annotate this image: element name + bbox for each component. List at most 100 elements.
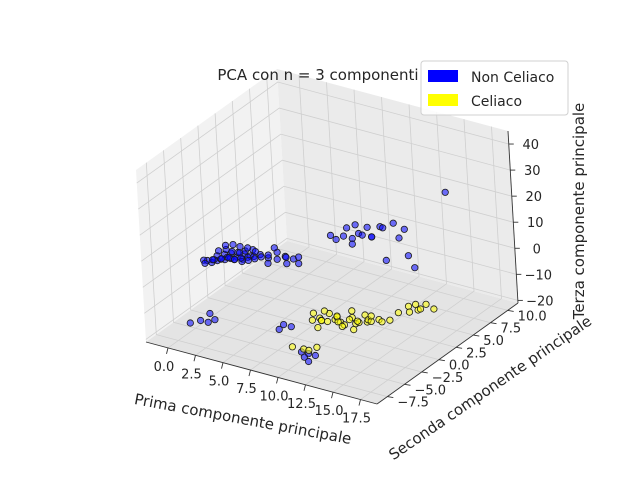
x-tick-mark-1 (193, 355, 196, 362)
x-tick-mark-0 (166, 347, 169, 355)
point-non-celiaco-33 (251, 255, 259, 263)
grid-z-1 (144, 211, 517, 314)
x-tick-label-0: 0.0 (154, 360, 175, 375)
grid-z-2 (142, 185, 515, 288)
point-celiaco-2 (323, 317, 332, 326)
point-non-celiaco-80 (279, 320, 288, 329)
y-tick-label-5: 5.0 (483, 334, 504, 349)
point-non-celiaco-43 (273, 255, 281, 263)
point-celiaco-26 (367, 312, 375, 320)
z-tick-label-5: 30 (524, 164, 541, 179)
legend-swatch-non-celiaco (428, 70, 458, 82)
grid-z-0 (145, 237, 518, 340)
point-celiaco-35 (416, 305, 425, 313)
grid-y-4 (214, 113, 457, 348)
point-non-celiaco-64 (348, 240, 356, 248)
point-non-celiaco-60 (351, 221, 359, 229)
point-non-celiaco-52 (295, 259, 303, 268)
point-celiaco-37 (430, 305, 438, 313)
z-tick-label-4: 20 (526, 190, 543, 205)
point-non-celiaco-69 (400, 225, 408, 233)
x-tick-mark-6 (331, 392, 334, 399)
point-non-celiaco-85 (311, 351, 319, 360)
point-non-celiaco-76 (204, 318, 212, 326)
legend: Non Celiaco Celiaco (420, 60, 569, 116)
z-tick-label-3: 10 (527, 216, 544, 231)
y-tick-mark-7 (507, 309, 514, 312)
point-non-celiaco-68 (389, 219, 397, 227)
grid-x-3 (250, 97, 392, 371)
point-non-celiaco-27 (231, 255, 239, 263)
point-celiaco-22 (345, 315, 354, 324)
point-celiaco-15 (353, 317, 362, 325)
point-non-celiaco-63 (326, 231, 335, 239)
x-tick-label-3: 7.5 (236, 382, 257, 397)
point-non-celiaco-18 (215, 247, 223, 255)
point-non-celiaco-75 (197, 316, 205, 325)
point-non-celiaco-55 (339, 232, 348, 240)
point-non-celiaco-73 (382, 256, 390, 264)
y-tick-mark-2 (421, 371, 428, 374)
point-celiaco-20 (348, 307, 356, 315)
x-tick-mark-4 (276, 377, 279, 384)
point-non-celiaco-20 (228, 247, 236, 256)
point-non-celiaco-26 (225, 254, 233, 262)
point-celiaco-36 (405, 308, 414, 316)
chart-title: PCA con n = 3 componenti (217, 66, 418, 84)
z-tick-label-1: −10 (525, 268, 552, 283)
point-non-celiaco-67 (379, 224, 387, 232)
point-non-celiaco-32 (244, 256, 252, 264)
point-celiaco-0 (308, 316, 316, 324)
point-non-celiaco-36 (221, 241, 230, 249)
grid-y-3 (197, 125, 440, 361)
y-tick-mark-0 (387, 396, 394, 399)
legend-label-celiaco: Celiaco (471, 94, 522, 110)
point-non-celiaco-61 (363, 223, 371, 231)
point-non-celiaco-79 (186, 319, 194, 327)
z-tick-label-2: 0 (533, 242, 541, 257)
grid-x-6 (332, 119, 475, 393)
grid-x-0 (167, 74, 310, 349)
point-non-celiaco-58 (358, 231, 366, 239)
grid-x-4 (277, 104, 420, 378)
pane-back (277, 69, 518, 303)
point-non-celiaco-38 (236, 243, 244, 251)
point-celiaco-28 (320, 307, 328, 315)
y-tick-label-3: 0.0 (449, 359, 470, 374)
legend-label-non-celiaco: Non Celiaco (471, 70, 554, 86)
point-non-celiaco-74 (441, 188, 449, 196)
grid-y-2 (180, 137, 422, 373)
y-tick-mark-4 (456, 346, 463, 349)
point-celiaco-39 (288, 343, 296, 351)
grid-z-5 (138, 107, 511, 210)
point-celiaco-34 (411, 300, 420, 308)
point-non-celiaco-72 (411, 264, 419, 272)
point-non-celiaco-37 (229, 241, 237, 249)
grid-x-2 (222, 89, 365, 363)
grid-z-3 (141, 159, 514, 262)
point-celiaco-18 (350, 325, 358, 334)
y-tick-mark-3 (438, 359, 445, 362)
point-non-celiaco-70 (395, 234, 403, 242)
x-tick-label-5: 12.5 (287, 397, 316, 412)
x-tick-label-4: 10.0 (260, 389, 289, 404)
y-tick-label-2: −2.5 (432, 371, 464, 386)
point-non-celiaco-39 (244, 244, 252, 252)
point-non-celiaco-65 (367, 233, 376, 241)
y-tick-mark-6 (490, 322, 497, 325)
x-ticks: 0.0 2.5 5.0 7.5 10.012.515.017.5 (154, 347, 371, 427)
y-tick-mark-5 (473, 334, 480, 337)
y-tick-mark-1 (404, 383, 411, 386)
point-non-celiaco-41 (201, 259, 209, 267)
z-ticks: −20 −10 0 10 20 30 40 (508, 138, 554, 309)
point-non-celiaco-71 (404, 252, 412, 260)
point-non-celiaco-77 (211, 316, 219, 324)
point-non-celiaco-47 (282, 253, 290, 261)
point-celiaco-38 (386, 316, 394, 324)
pane-left (136, 69, 287, 342)
pane-floor (146, 241, 518, 404)
z-tick-label-6: 40 (522, 138, 539, 153)
grid-y-0 (145, 162, 388, 397)
grid-x-5 (305, 111, 447, 386)
